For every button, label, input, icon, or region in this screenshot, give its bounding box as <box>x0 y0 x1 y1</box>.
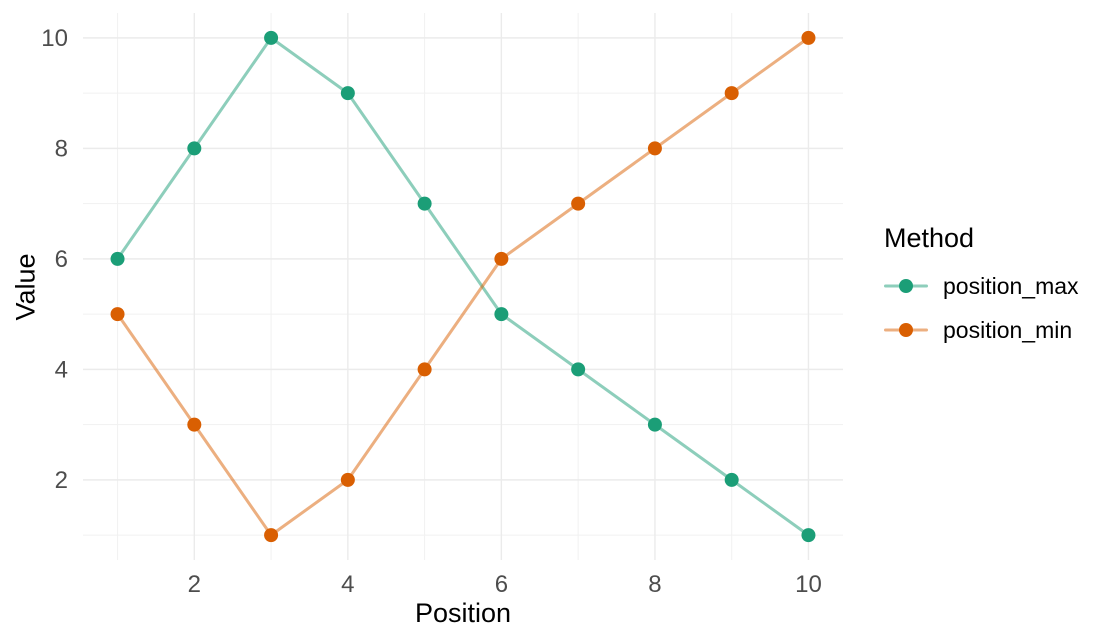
x-tick-label: 10 <box>795 571 822 598</box>
data-point-position_max <box>264 30 279 45</box>
data-point-position_min <box>801 30 816 45</box>
legend-key-position-min <box>884 318 928 342</box>
data-point-position_min <box>494 251 509 266</box>
series-position_max <box>110 30 816 543</box>
point-swatch-icon <box>899 279 913 293</box>
x-tick-label: 8 <box>648 571 661 598</box>
data-point-position_max <box>724 472 739 487</box>
data-point-position_min <box>187 417 202 432</box>
point-swatch-icon <box>899 323 913 337</box>
legend-item-position-min: position_min <box>884 314 1079 346</box>
series-position_min <box>110 30 816 543</box>
data-point-position_min <box>110 307 125 322</box>
series-line-position_max <box>116 36 810 537</box>
x-tick-label: 2 <box>188 571 201 598</box>
data-point-position_max <box>801 528 816 543</box>
data-point-position_max <box>494 307 509 322</box>
y-tick-label: 6 <box>55 246 68 273</box>
data-point-position_max <box>571 362 586 377</box>
legend-label-position-min: position_min <box>943 316 1073 343</box>
data-point-position_max <box>110 251 125 266</box>
legend-label-position-max: position_max <box>943 272 1079 299</box>
x-tick-label: 6 <box>495 571 508 598</box>
data-point-position_min <box>571 196 586 211</box>
x-axis-tick-labels: 2 4 6 8 10 <box>188 571 822 598</box>
y-axis-tick-labels: 2 4 6 8 10 <box>41 25 68 494</box>
series-line-position_min <box>116 36 810 537</box>
data-point-position_max <box>187 141 202 156</box>
y-tick-label: 2 <box>55 467 68 494</box>
y-axis-title: Value <box>10 253 41 321</box>
data-point-position_max <box>647 417 662 432</box>
legend-title: Method <box>884 223 975 253</box>
data-point-position_min <box>340 472 355 487</box>
data-point-position_max <box>417 196 432 211</box>
legend-key-position-max <box>884 274 928 298</box>
y-tick-label: 8 <box>55 135 68 162</box>
y-tick-label: 4 <box>55 356 68 383</box>
minor-gridlines <box>83 13 843 560</box>
x-tick-label: 4 <box>341 571 354 598</box>
data-point-position_min <box>264 528 279 543</box>
x-axis-title: Position <box>414 598 512 628</box>
data-point-position_min <box>417 362 432 377</box>
data-point-position_min <box>724 86 739 101</box>
data-point-position_min <box>647 141 662 156</box>
legend-item-position-max: position_max <box>884 270 1079 302</box>
data-point-position_max <box>340 86 355 101</box>
legend: Method position_max position_min <box>884 222 1079 346</box>
y-tick-label: 10 <box>41 25 68 52</box>
